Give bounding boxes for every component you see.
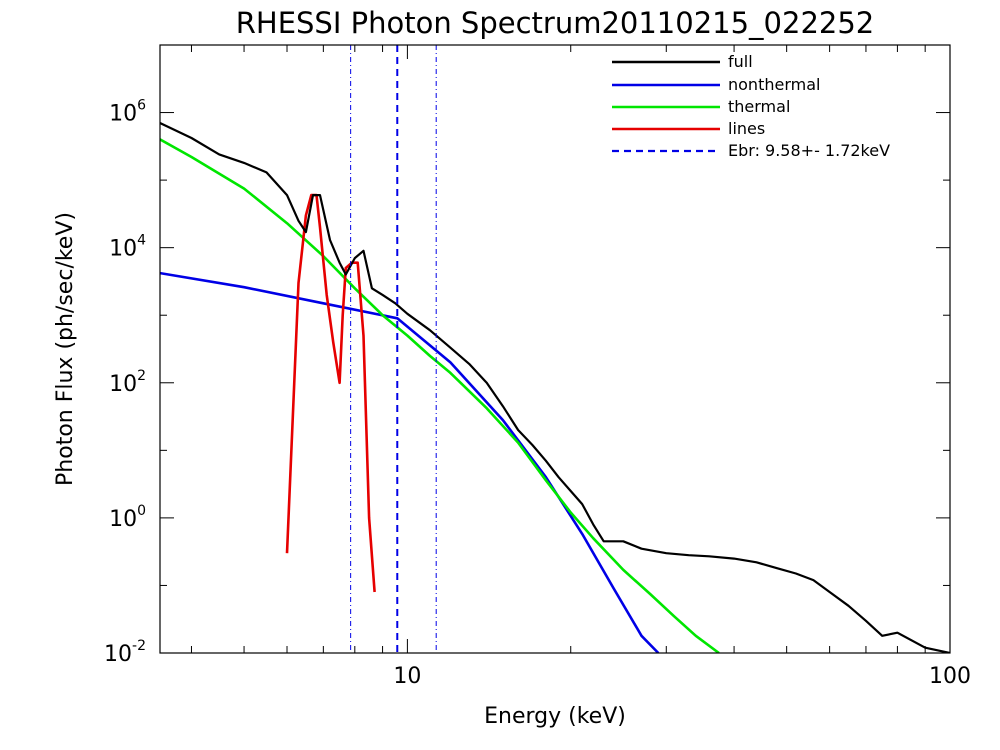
- legend-label: nonthermal: [728, 75, 820, 94]
- y-tick-base: 10: [104, 642, 132, 667]
- y-tick-base: 10: [109, 372, 137, 397]
- y-tick-label: 10-2: [104, 638, 146, 667]
- y-tick-label: 102: [109, 368, 146, 397]
- plot-area: [160, 45, 950, 653]
- x-axis-label: Energy (keV): [484, 704, 626, 729]
- legend-label: lines: [728, 119, 765, 138]
- y-tick-exp: 4: [137, 233, 146, 249]
- x-tick-label: 100: [929, 664, 971, 689]
- series-layer: [160, 122, 950, 653]
- y-tick-base: 10: [109, 507, 137, 532]
- x-tick-label: 10: [393, 664, 421, 689]
- y-tick-label: 104: [109, 233, 146, 262]
- y-tick-base: 10: [109, 102, 137, 127]
- legend-label: full: [728, 52, 753, 71]
- y-tick-exp: -2: [132, 638, 146, 654]
- legend-label: Ebr: 9.58+- 1.72keV: [728, 141, 890, 160]
- series-line-thermal: [160, 138, 720, 653]
- legend: full nonthermal thermal lines Ebr: 9.58+- 1.…: [612, 52, 890, 160]
- y-tick-label: 100: [109, 503, 146, 532]
- y-tick-exp: 6: [137, 98, 146, 114]
- plot-frame: [159, 44, 951, 654]
- break-energy-lines: [350, 45, 437, 653]
- y-tick-exp: 0: [137, 503, 146, 519]
- y-tick-base: 10: [109, 237, 137, 262]
- series-line-nonthermal: [160, 271, 660, 653]
- y-tick-exp: 2: [137, 368, 146, 384]
- legend-label: thermal: [728, 97, 790, 116]
- series-line-full: [160, 122, 950, 653]
- y-axis-label: Photon Flux (ph/sec/keV): [53, 212, 78, 486]
- series-line-lines: [285, 193, 376, 593]
- chart-title: RHESSI Photon Spectrum20110215_022252: [236, 6, 875, 40]
- y-tick-label: 106: [109, 98, 146, 127]
